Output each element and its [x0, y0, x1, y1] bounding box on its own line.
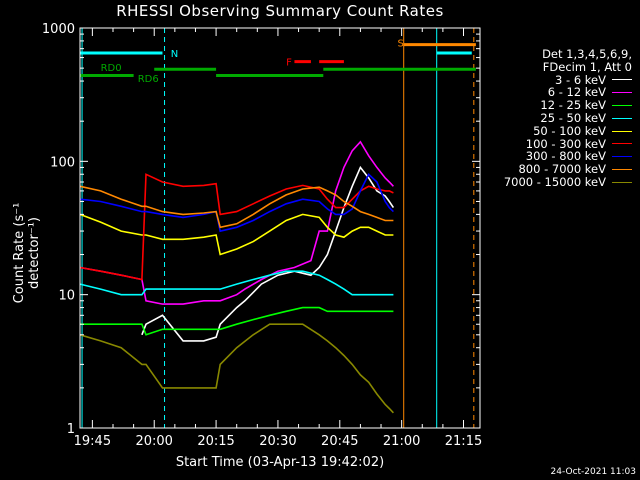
legend-entry-1: 6 - 12 keV [504, 86, 632, 99]
legend: Det 1,3,4,5,6,9, FDecim 1, Att 0 3 - 6 k… [504, 48, 632, 189]
legend-entries: 3 - 6 keV 6 - 12 keV 12 - 25 keV 25 - 50 ke… [504, 72, 632, 189]
annotation-n: N [171, 49, 178, 60]
legend-entry-6: 300 - 800 keV [504, 150, 632, 163]
x-tick-label-0: 19:45 [74, 434, 111, 449]
y-tick-label-2: 100 [50, 155, 75, 170]
legend-header-line-1: Det 1,3,4,5,6,9, [542, 47, 632, 61]
legend-label: 100 - 300 keV [525, 136, 606, 151]
legend-label: 12 - 25 keV [540, 98, 606, 113]
annotation-f: F [286, 58, 292, 69]
legend-swatch [612, 92, 632, 94]
legend-entry-3: 25 - 50 keV [504, 112, 632, 125]
legend-header-line-2: FDecim 1, Att 0 [542, 59, 632, 74]
legend-swatch [612, 130, 632, 132]
timestamp: 24-Oct-2021 11:03 [550, 467, 636, 477]
legend-entry-0: 3 - 6 keV [504, 72, 632, 87]
y-tick-label-1: 10 [58, 289, 75, 304]
legend-swatch [612, 169, 632, 171]
chart-title: RHESSI Observing Summary Count Rates [116, 2, 444, 20]
legend-label: 7000 - 15000 keV [503, 174, 606, 189]
legend-label: 300 - 800 keV [525, 149, 606, 164]
series-line-7 [79, 185, 394, 229]
legend-label: 50 - 100 keV [533, 123, 606, 138]
legend-entry-4: 50 - 100 keV [504, 123, 632, 138]
series-line-0 [141, 165, 395, 342]
series-line-8 [79, 323, 394, 414]
legend-label: 800 - 7000 keV [518, 162, 606, 177]
legend-swatch [612, 79, 632, 81]
plot-frame [79, 27, 481, 429]
x-tick-label-2: 20:15 [197, 434, 234, 449]
legend-swatch [612, 105, 632, 107]
legend-swatch [612, 181, 632, 183]
x-tick-label-5: 21:00 [383, 434, 420, 449]
legend-label: 25 - 50 keV [540, 110, 606, 125]
x-tick-label-3: 20:30 [259, 434, 296, 449]
x-tick-label-4: 20:45 [321, 434, 358, 449]
series-line-3 [79, 270, 394, 296]
annotation-rd0: RD0 [101, 63, 122, 74]
y-tick-label-3: 1000 [42, 22, 75, 37]
legend-swatch [612, 117, 632, 119]
annotation-rd6: RD6 [138, 74, 159, 85]
legend-entry-8: 7000 - 15000 keV [504, 176, 632, 189]
legend-swatch [612, 143, 632, 145]
legend-entry-2: 12 - 25 keV [504, 99, 632, 112]
y-axis-label: Count Rate (s⁻¹ detector⁻¹) [12, 202, 42, 304]
x-tick-label-6: 21:15 [445, 434, 482, 449]
x-axis-label: Start Time (03-Apr-13 19:42:02) [175, 455, 385, 470]
series-line-6 [79, 172, 394, 233]
legend-label: 3 - 6 keV [555, 72, 606, 87]
legend-entry-7: 800 - 7000 keV [504, 163, 632, 176]
legend-swatch [612, 156, 632, 158]
series-line-1 [79, 140, 394, 305]
series-line-4 [79, 213, 394, 256]
series-line-5 [79, 173, 394, 281]
x-tick-label-1: 20:00 [135, 434, 172, 449]
legend-label: 6 - 12 keV [547, 85, 606, 100]
y-tick-label-0: 1 [67, 422, 75, 437]
series-line-2 [80, 306, 394, 336]
legend-entry-5: 100 - 300 keV [504, 136, 632, 151]
annotation-s: S [398, 38, 404, 49]
